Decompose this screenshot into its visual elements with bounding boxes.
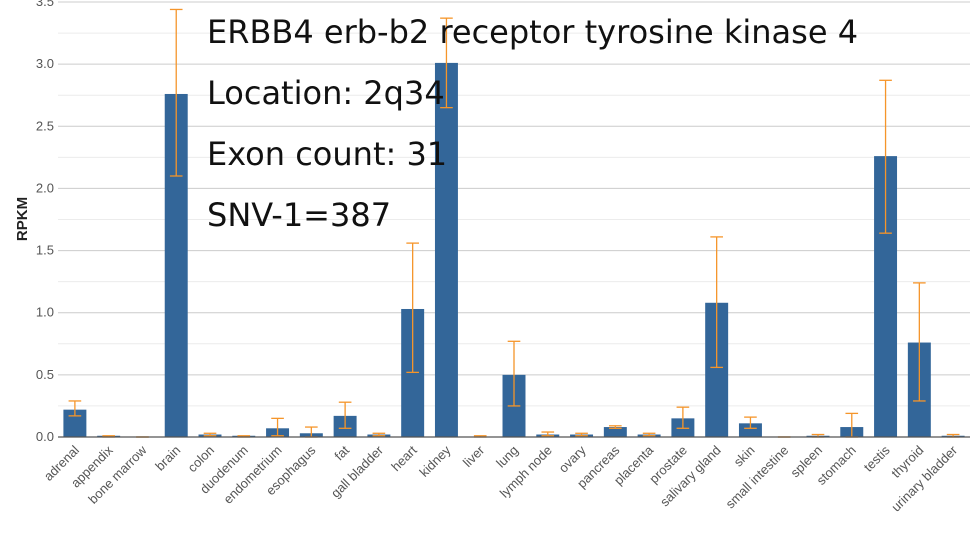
exon-count-annotation: Exon count: 31 bbox=[207, 135, 448, 173]
error-bar bbox=[879, 79, 892, 234]
x-tick-label: skin bbox=[731, 443, 758, 470]
error-bar bbox=[744, 416, 757, 429]
y-tick-label: 3.5 bbox=[36, 0, 54, 9]
y-tick-label: 1.0 bbox=[36, 305, 54, 320]
y-tick-label: 2.5 bbox=[36, 118, 54, 133]
error-bar bbox=[203, 432, 217, 437]
error-bar bbox=[271, 417, 284, 437]
bar bbox=[874, 156, 898, 437]
error-bar bbox=[913, 282, 926, 402]
error-bar bbox=[440, 17, 453, 109]
y-tick-label: 0.0 bbox=[36, 429, 54, 444]
x-tick-label: kidney bbox=[416, 442, 454, 480]
y-tick-label: 2.0 bbox=[36, 180, 54, 195]
location-annotation: Location: 2q34 bbox=[207, 74, 445, 112]
y-axis-ticks: 0.0 0.5 1.0 1.5 2.0 2.5 3.0 3.5 bbox=[36, 0, 54, 444]
error-bar bbox=[169, 8, 183, 177]
error-bar bbox=[541, 431, 555, 437]
error-bar bbox=[507, 340, 521, 407]
bar bbox=[434, 62, 458, 438]
y-tick-label: 1.5 bbox=[36, 243, 54, 258]
x-tick-label: brain bbox=[152, 443, 183, 474]
bar bbox=[705, 302, 729, 437]
error-bar bbox=[676, 406, 690, 429]
y-tick-label: 3.0 bbox=[36, 56, 54, 71]
error-bar bbox=[406, 242, 419, 374]
error-bar bbox=[372, 432, 386, 437]
x-tick-label: fat bbox=[331, 442, 352, 463]
bars bbox=[63, 62, 965, 438]
bar bbox=[603, 427, 627, 437]
snv-annotation: SNV-1=387 bbox=[207, 196, 392, 234]
y-tick-label: 0.5 bbox=[36, 367, 54, 382]
gene-title-annotation: ERBB4 erb-b2 receptor tyrosine kinase 4 bbox=[207, 13, 859, 51]
error-bar bbox=[609, 425, 622, 429]
error-bars bbox=[68, 8, 960, 438]
error-bar bbox=[575, 432, 588, 437]
error-bar bbox=[710, 236, 723, 369]
bar bbox=[738, 423, 762, 437]
x-tick-label: lung bbox=[493, 443, 521, 471]
error-bar bbox=[642, 432, 656, 437]
grid-lines bbox=[58, 1, 970, 438]
bar bbox=[164, 93, 188, 437]
error-bar bbox=[68, 400, 82, 417]
y-axis-title: RPKM bbox=[14, 197, 31, 241]
error-bar bbox=[338, 401, 352, 429]
x-tick-label: liver bbox=[460, 442, 488, 470]
